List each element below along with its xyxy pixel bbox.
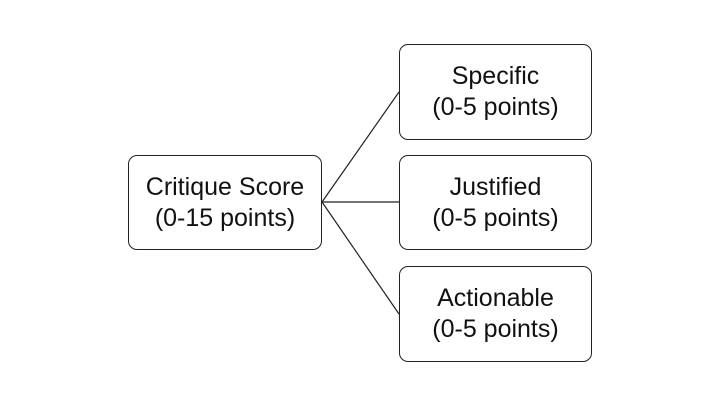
node-title: Justified	[449, 172, 542, 201]
specific-node: Specific (0-5 points)	[399, 44, 592, 140]
node-title: Actionable	[437, 284, 554, 312]
node-title: Specific	[451, 62, 540, 90]
node-title: Critique Score	[145, 172, 305, 201]
justified-node: Justified (0-5 points)	[399, 155, 592, 250]
critique-score-node: Critique Score (0-15 points)	[128, 155, 322, 250]
node-points: (0-5 points)	[432, 203, 559, 232]
node-points: (0-5 points)	[432, 315, 559, 343]
connector-to-specific	[321, 91, 400, 203]
actionable-node: Actionable (0-5 points)	[399, 266, 592, 362]
connector-to-actionable	[321, 201, 400, 315]
node-points: (0-5 points)	[432, 93, 559, 121]
node-points: (0-15 points)	[154, 203, 296, 232]
